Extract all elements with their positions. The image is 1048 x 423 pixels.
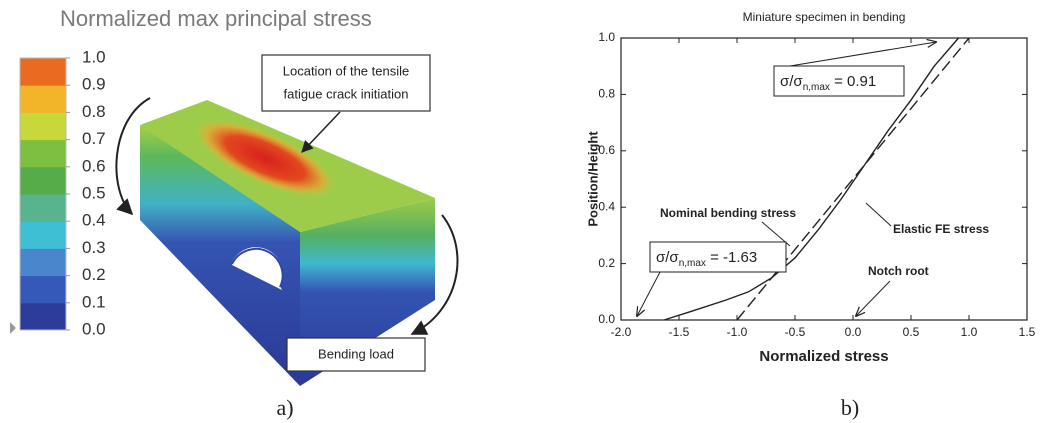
corner-marker	[10, 322, 16, 334]
x-tick-label: -2.0	[611, 325, 632, 339]
colorbar-band	[20, 194, 66, 222]
series-label: Nominal bending stress	[660, 206, 796, 220]
annotation-text: Bending load	[318, 346, 394, 361]
colorbar-band	[20, 248, 66, 276]
annotation-subscript: n,max	[679, 258, 706, 269]
colorbar-tick-label: 0.5	[82, 183, 106, 202]
x-tick-label: 0.0	[845, 325, 862, 339]
chart-title: Miniature specimen in bending	[743, 10, 906, 24]
colorbar-tick-label: 0.9	[82, 75, 106, 94]
colorbar-tick-label: 0.7	[82, 129, 106, 148]
annotation-text: σ/σn,max = -1.63	[656, 249, 757, 269]
colorbar-tick-label: 0.2	[82, 265, 106, 284]
x-axis-label: Normalized stress	[759, 348, 888, 365]
y-tick-label: 0.8	[598, 87, 615, 101]
annotation-arrow	[637, 272, 660, 316]
colorbar-band	[20, 303, 66, 331]
annotation-prefix: σ/σ	[656, 249, 679, 266]
x-tick-label: -1.5	[669, 325, 690, 339]
panel-b: Miniature specimen in bending Normalized…	[585, 10, 1035, 420]
x-tick-label: 1.0	[961, 325, 978, 339]
y-tick-label: 1.0	[598, 30, 615, 44]
colorbar-tick-label: 0.0	[82, 319, 106, 338]
annotation-subscript: n,max	[803, 82, 830, 93]
x-tick-label: 0.5	[903, 325, 920, 339]
x-tick-label: -0.5	[785, 325, 806, 339]
annotation-suffix: = -1.63	[706, 249, 757, 266]
series-label: Elastic FE stress	[893, 222, 989, 236]
y-tick-label: 0.2	[598, 256, 615, 270]
y-tick-label: 0.4	[598, 199, 615, 213]
colorbar-tick-label: 1.0	[82, 47, 106, 66]
y-tick-label: 0.0	[598, 312, 615, 326]
leader-line	[866, 203, 891, 226]
colorbar-band	[20, 167, 66, 195]
panel-label: a)	[276, 395, 293, 420]
colorbar-tick-label: 0.8	[82, 102, 106, 121]
colorbar-tick-label: 0.1	[82, 292, 106, 311]
colorbar-band	[20, 221, 66, 249]
colorbar-band	[20, 140, 66, 168]
annotation-text: fatigue crack initiation	[283, 86, 408, 101]
figure: Normalized max principal stress a) 1.0 0.…	[0, 0, 1048, 423]
colorbar-band	[20, 112, 66, 140]
colorbar-band	[20, 58, 66, 86]
colorbar-tick-label: 0.4	[82, 211, 106, 230]
colorbar-band	[20, 276, 66, 304]
annotation-arrow	[856, 281, 890, 316]
colorbar-tick-label: 0.6	[82, 156, 106, 175]
annotation-arrow	[302, 112, 340, 152]
annotation-text: Location of the tensile	[283, 63, 409, 78]
annotation-arrow	[790, 42, 936, 66]
annotation-text: Notch root	[868, 264, 929, 278]
page: {"chart_data": [ {"type": "colormap", "t…	[0, 0, 1048, 423]
x-tick-label: -1.0	[727, 325, 748, 339]
panel-label: b)	[841, 395, 859, 420]
x-tick-label: 1.5	[1019, 325, 1036, 339]
annotation-suffix: = 0.91	[830, 73, 876, 90]
panel-a: Normalized max principal stress a) 1.0 0.…	[10, 6, 457, 420]
colorbar-band	[20, 85, 66, 113]
colorbar-tick-label: 0.3	[82, 238, 106, 257]
panel-title: Normalized max principal stress	[60, 6, 372, 31]
annotation-prefix: σ/σ	[780, 73, 803, 90]
y-tick-label: 0.6	[598, 143, 615, 157]
